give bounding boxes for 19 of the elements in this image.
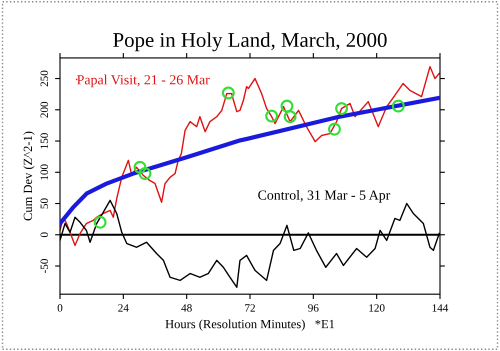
y-axis-title: Cum Dev (Z^2-1) <box>23 132 35 220</box>
x-tick-label: 24 <box>118 304 129 312</box>
series-label: Control, 31 Mar - 5 Apr <box>258 190 390 203</box>
chart-title: Pope in Holy Land, March, 2000 <box>113 32 387 52</box>
y-tick-label: 100 <box>40 164 48 180</box>
y-tick-label: 250 <box>40 70 48 86</box>
y-tick-label: 150 <box>40 133 48 148</box>
x-tick-label: 72 <box>245 304 255 312</box>
y-tick-label: 200 <box>40 102 48 118</box>
y-tick-label: 50 <box>40 198 48 208</box>
x-tick-label: 0 <box>58 304 62 312</box>
x-tick-label: 120 <box>369 304 385 312</box>
x-tick-label: 96 <box>308 304 319 312</box>
y-tick-label: -50 <box>40 259 48 274</box>
legend-label: Papal Visit, 21 - 26 Mar <box>77 74 210 88</box>
x-tick-label: 144 <box>432 304 448 312</box>
x-axis-title: Hours (Resolution Minutes) *E1 <box>165 319 334 331</box>
y-tick-label: 0 <box>40 232 48 238</box>
x-tick-label: 48 <box>181 304 192 312</box>
